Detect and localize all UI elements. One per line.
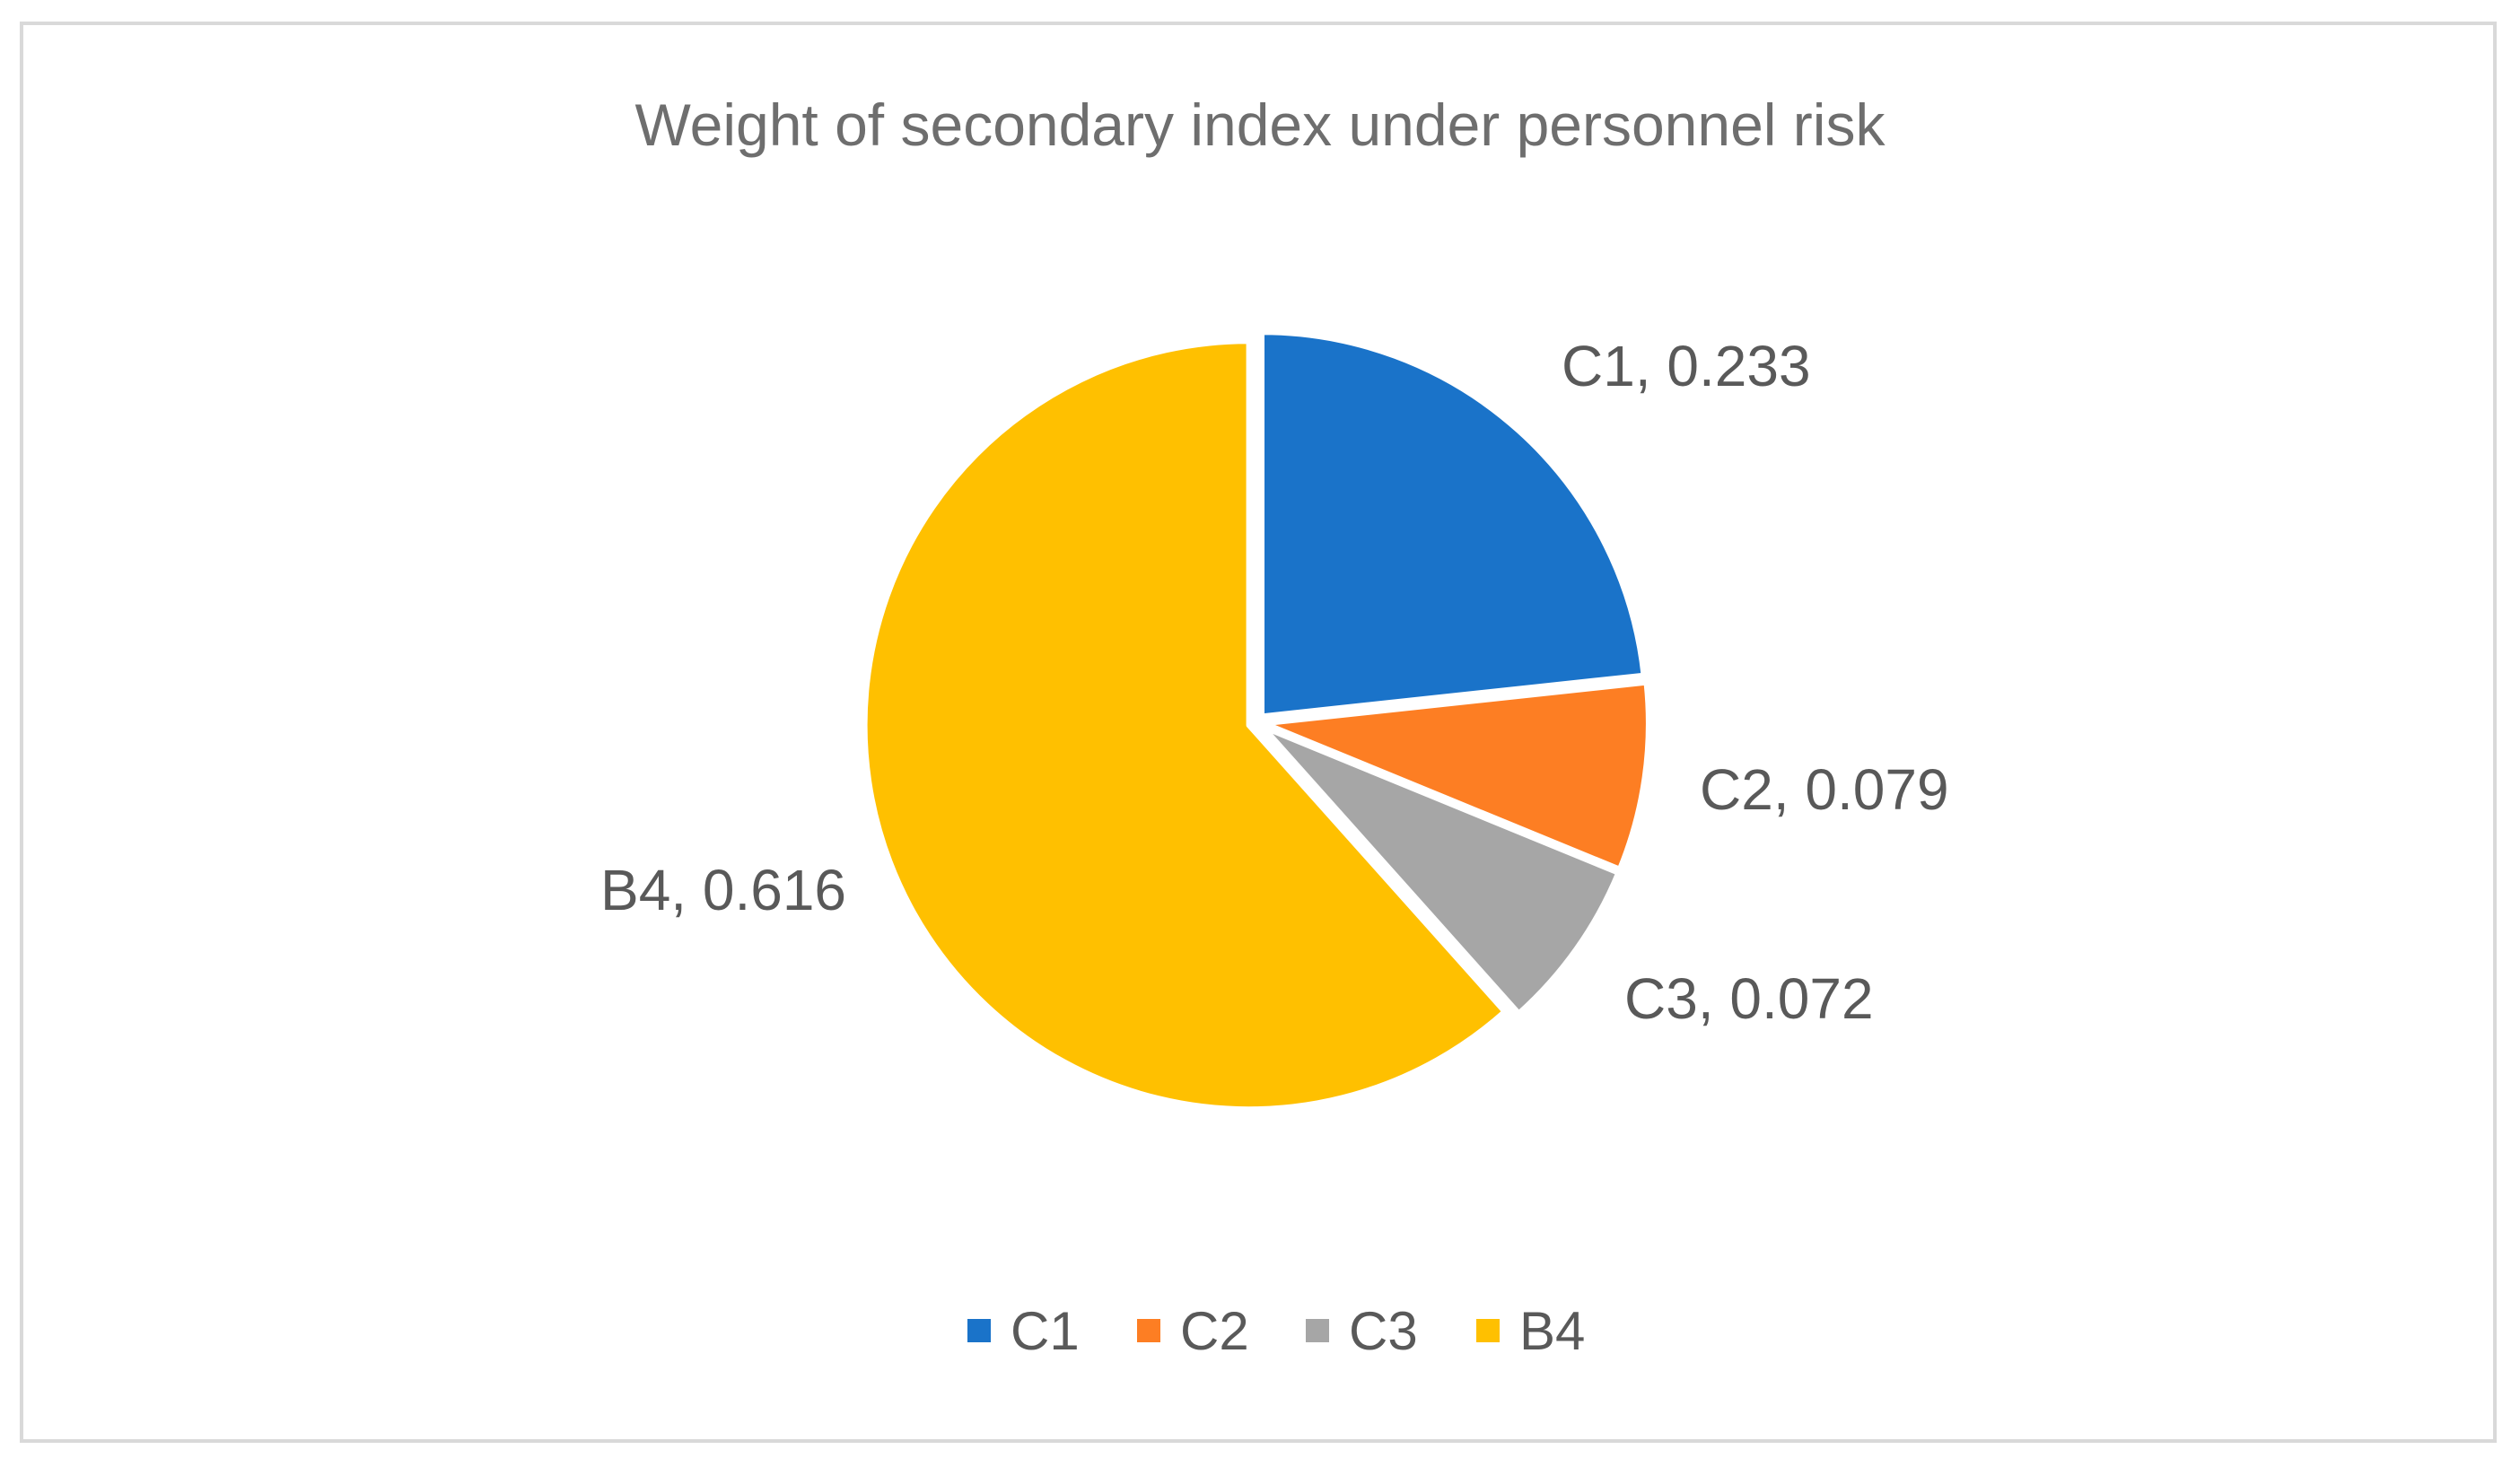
legend-swatch-c3 [1306, 1319, 1329, 1342]
legend-item-c2: C2 [1137, 1301, 1249, 1361]
data-label-b4: B4, 0.616 [600, 858, 846, 922]
pie-slice-c1 [1259, 329, 1647, 720]
legend-label-c1: C1 [1011, 1301, 1080, 1361]
legend-swatch-b4 [1476, 1319, 1500, 1342]
legend: C1 C2 C3 B4 [967, 1301, 1585, 1361]
legend-swatch-c1 [967, 1319, 991, 1342]
legend-label-c3: C3 [1349, 1301, 1418, 1361]
pie-slice-c2 [1261, 679, 1651, 872]
legend-label-c2: C2 [1180, 1301, 1249, 1361]
legend-item-c1: C1 [967, 1301, 1080, 1361]
pie-slices [862, 329, 1651, 1113]
legend-item-c3: C3 [1306, 1301, 1418, 1361]
legend-item-b4: B4 [1476, 1301, 1585, 1361]
data-label-c1: C1, 0.233 [1562, 334, 1811, 398]
data-label-c2: C2, 0.079 [1700, 757, 1949, 822]
data-label-c3: C3, 0.072 [1624, 966, 1874, 1031]
legend-label-b4: B4 [1519, 1301, 1585, 1361]
data-labels: C1, 0.233 C2, 0.079 C3, 0.072 B4, 0.616 [600, 334, 1949, 1031]
legend-swatch-c2 [1137, 1319, 1160, 1342]
pie-slice-b4 [862, 338, 1508, 1113]
pie-slice-c3 [1260, 724, 1622, 1017]
chart-title: Weight of secondary index under personne… [635, 92, 1886, 158]
